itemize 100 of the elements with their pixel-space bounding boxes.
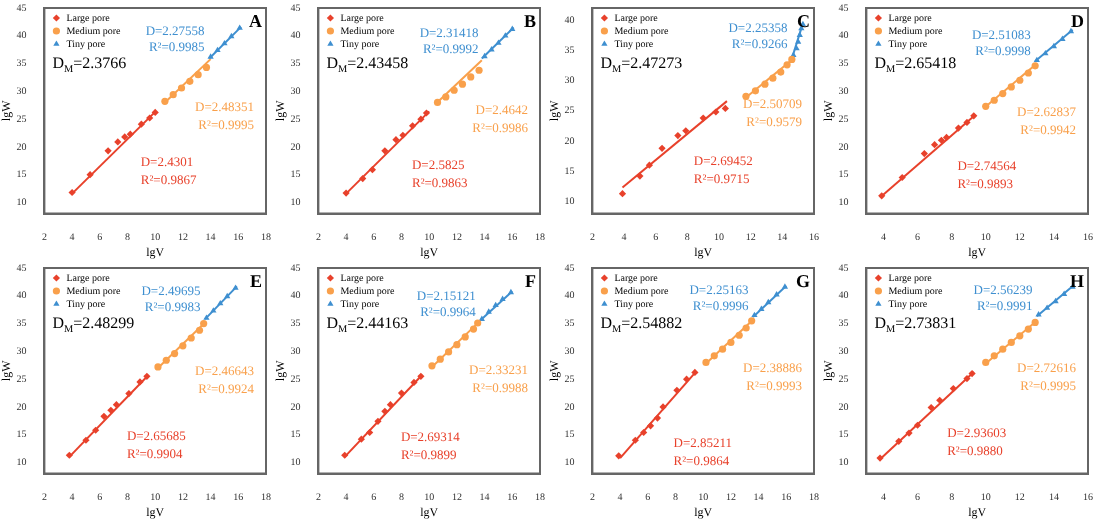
point — [702, 358, 710, 367]
point — [781, 283, 789, 289]
point — [1007, 338, 1015, 347]
point — [359, 174, 367, 183]
point — [224, 292, 231, 299]
point — [748, 317, 756, 325]
point — [937, 136, 945, 144]
point — [1016, 76, 1024, 84]
point — [783, 61, 791, 69]
point — [143, 372, 151, 380]
point — [410, 378, 418, 387]
point — [170, 349, 179, 358]
point — [436, 355, 444, 363]
point — [200, 319, 208, 328]
point — [796, 31, 803, 38]
point — [699, 114, 707, 122]
point — [146, 114, 154, 122]
point — [920, 149, 928, 158]
point — [1061, 290, 1068, 296]
point — [121, 133, 129, 141]
point — [417, 372, 425, 380]
point — [913, 421, 922, 429]
point — [125, 389, 133, 398]
point — [186, 77, 194, 85]
point — [341, 451, 349, 459]
annotation: B — [523, 10, 536, 31]
point — [949, 384, 957, 393]
point — [187, 334, 195, 342]
point — [422, 109, 431, 117]
point — [368, 166, 377, 174]
point — [653, 414, 662, 422]
point — [990, 352, 998, 360]
point — [232, 284, 239, 290]
point — [107, 406, 115, 414]
point — [207, 53, 214, 59]
point — [788, 55, 796, 63]
point — [927, 403, 935, 412]
point — [878, 192, 886, 200]
point — [428, 362, 436, 370]
point — [1050, 42, 1058, 49]
point — [374, 417, 382, 425]
point — [963, 374, 971, 383]
point — [499, 295, 506, 301]
point — [161, 97, 169, 105]
point — [104, 147, 112, 155]
point — [674, 131, 682, 140]
point — [954, 124, 963, 132]
point — [1043, 304, 1051, 310]
point — [397, 389, 406, 397]
point — [151, 108, 159, 117]
point — [492, 301, 499, 308]
point — [65, 451, 73, 459]
point — [751, 311, 758, 318]
point — [710, 352, 718, 360]
point — [1052, 297, 1059, 304]
point — [509, 25, 516, 31]
point — [194, 71, 202, 79]
point — [86, 171, 94, 179]
point — [999, 89, 1007, 98]
point — [645, 161, 653, 169]
point — [408, 122, 417, 130]
point — [442, 93, 450, 101]
point — [1031, 62, 1039, 70]
point — [659, 403, 667, 411]
annotation: A — [249, 10, 263, 31]
annotation: H — [1069, 270, 1084, 291]
point — [485, 308, 492, 314]
point — [399, 131, 407, 139]
point — [990, 96, 998, 104]
point — [450, 86, 458, 94]
point — [795, 38, 802, 44]
point — [169, 91, 177, 99]
point — [179, 342, 187, 350]
point — [777, 68, 785, 76]
point — [1024, 325, 1032, 333]
point — [727, 338, 735, 347]
point — [1059, 35, 1066, 41]
point — [718, 345, 727, 353]
point — [82, 436, 90, 444]
point — [214, 46, 221, 53]
point — [467, 73, 475, 81]
point — [203, 314, 210, 320]
point — [475, 66, 483, 74]
point — [392, 136, 400, 144]
point — [636, 172, 644, 180]
point — [1007, 83, 1015, 91]
point — [417, 115, 425, 123]
point — [136, 378, 144, 386]
point — [481, 52, 488, 59]
point — [691, 368, 699, 377]
point — [936, 396, 944, 404]
point — [968, 369, 976, 378]
annotation: C — [797, 10, 810, 31]
annotation: F — [525, 270, 537, 291]
point — [1031, 318, 1039, 327]
point — [742, 324, 750, 332]
annotation: E — [249, 270, 262, 291]
point — [162, 356, 170, 364]
point — [673, 386, 681, 394]
point — [970, 112, 978, 120]
